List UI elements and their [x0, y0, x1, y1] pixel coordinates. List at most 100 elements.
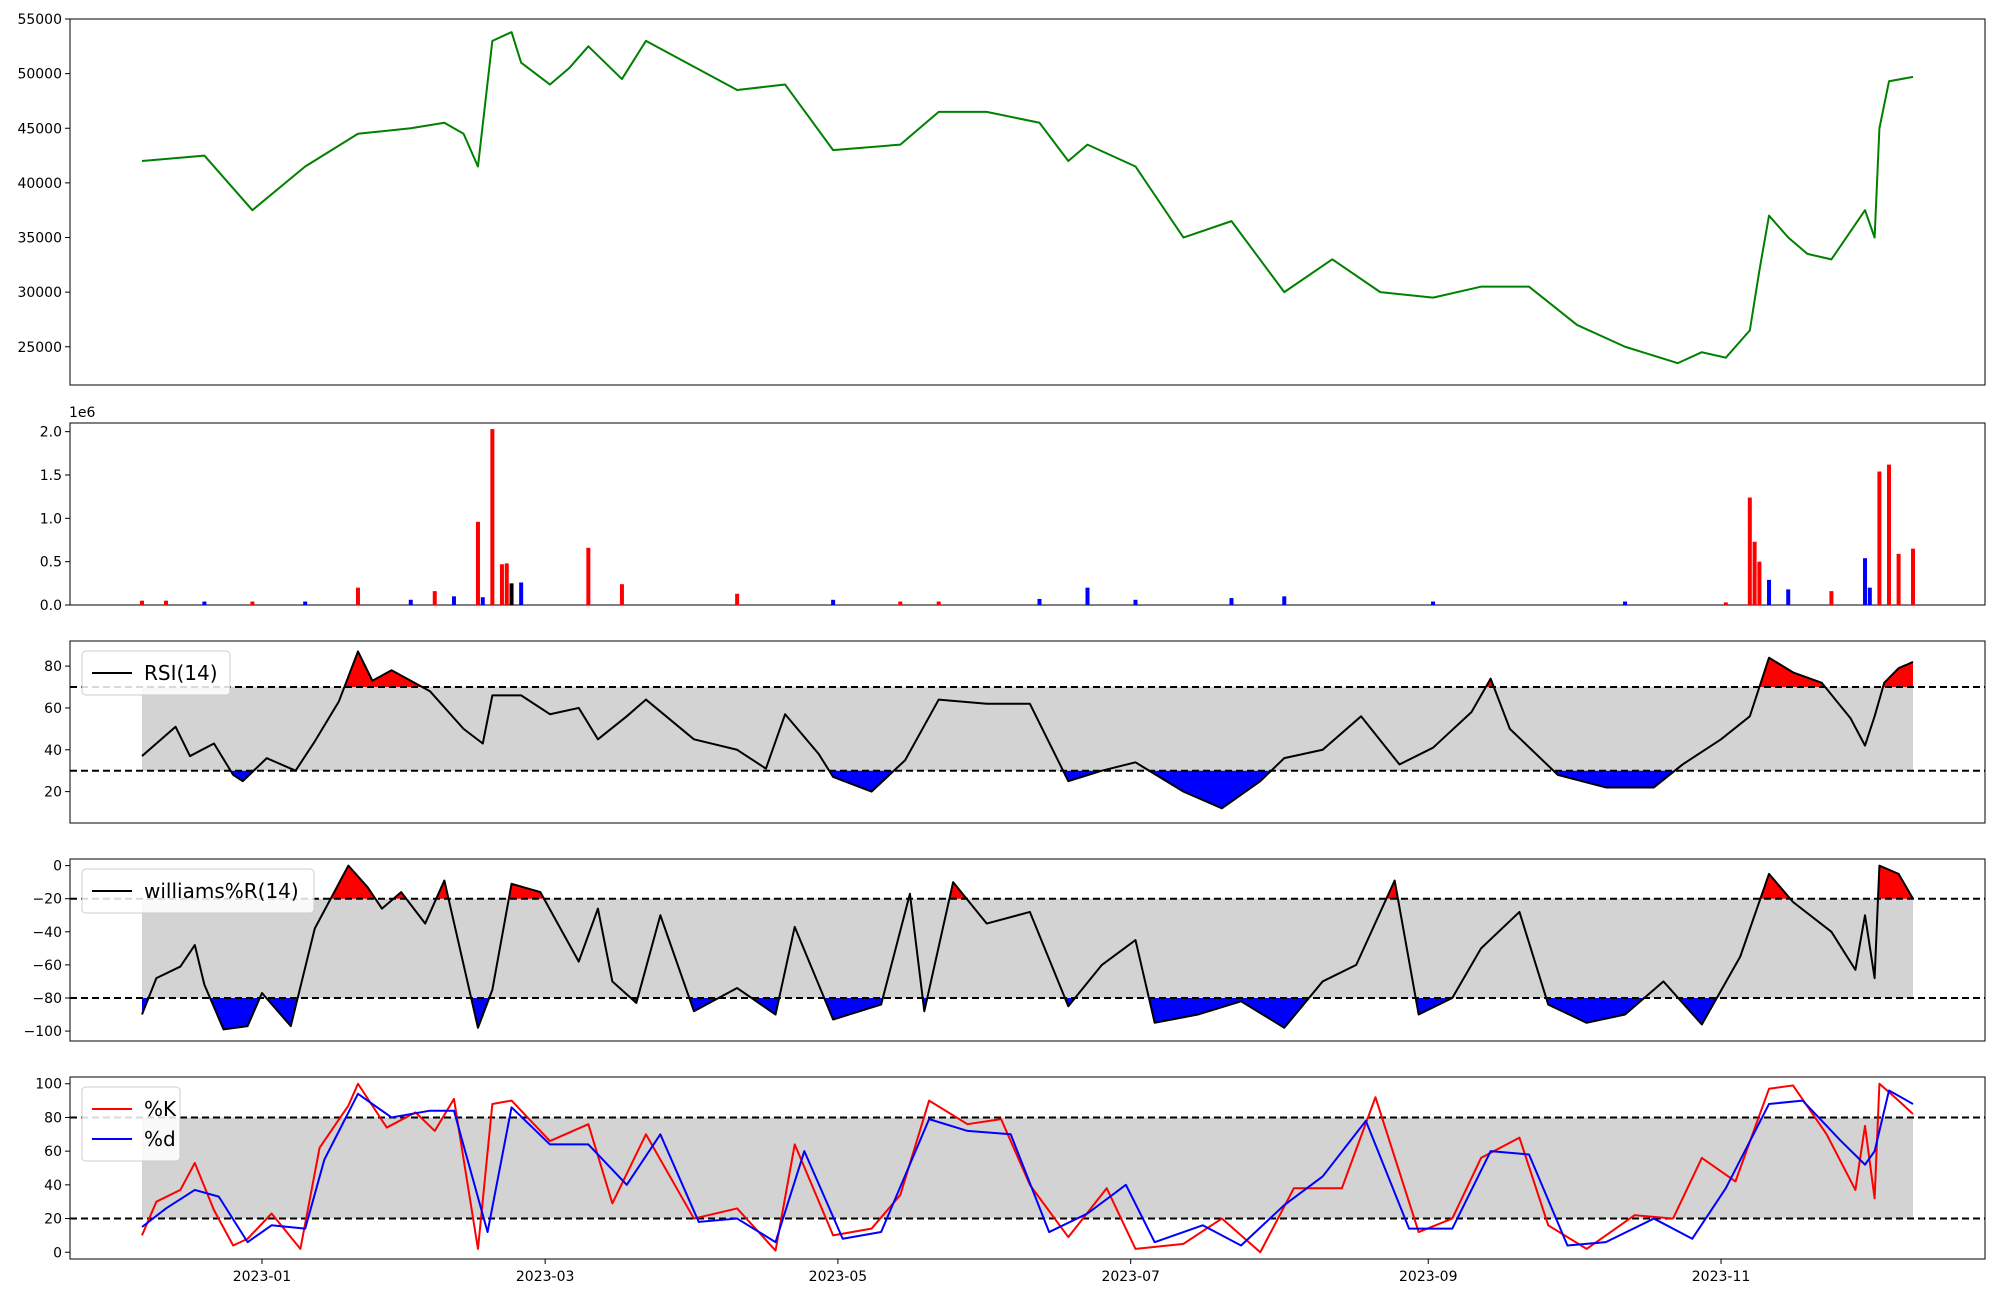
williams-legend [81, 868, 315, 914]
volume-bar [1133, 599, 1138, 605]
volume-bar [509, 583, 514, 605]
stochastic-band [141, 1117, 1914, 1219]
rsi-ytick-label: 20 [44, 785, 62, 801]
stochastic-panel: 0 20 40 60 80 100 %K %d [35, 1076, 1986, 1261]
williams-series-line [141, 864, 1914, 1031]
volume-bar [1037, 598, 1042, 605]
volume-bar [1282, 596, 1287, 605]
volume-bar [499, 564, 504, 605]
volume-bar [432, 591, 437, 605]
price-frame [69, 18, 1986, 386]
williams-overbought-area [508, 883, 545, 899]
volume-bar [490, 429, 495, 605]
williams-ytick-label: 0 [53, 859, 62, 875]
volume-bar [163, 600, 168, 605]
volume-bar [1229, 598, 1234, 605]
volume-bar [303, 601, 308, 605]
volume-ytick-label: 0.0 [40, 598, 62, 614]
stochastic-series-line [141, 1089, 1914, 1247]
volume-bar [451, 596, 456, 605]
volume-ytick-label: 2.0 [40, 425, 62, 441]
rsi-ytick-label: 80 [44, 659, 62, 675]
volume-bar [1723, 602, 1728, 605]
stochastic-legend-label: %d [144, 1127, 176, 1151]
rsi-ytick-label: 60 [44, 701, 62, 717]
rsi-legend-label: RSI(14) [144, 661, 218, 685]
williams-overbought-area [330, 865, 376, 899]
x-axis-ticks: 2023-01 2023-03 2023-05 2023-07 2023-09 2023-… [233, 1259, 1750, 1285]
volume-bar [250, 601, 255, 605]
volume-bar [586, 547, 591, 605]
x-tick-label: 2023-09 [1399, 1269, 1458, 1285]
x-tick-label: 2023-07 [1101, 1269, 1160, 1285]
volume-bar [1863, 558, 1868, 605]
volume-bar [1896, 553, 1901, 605]
volume-bar [475, 521, 480, 605]
williams-oversold-area [1148, 997, 1309, 1028]
price-line [141, 31, 1914, 365]
rsi-overbought-area [344, 651, 423, 688]
price-ytick-label: 40000 [17, 176, 62, 192]
volume-bar [1431, 601, 1436, 605]
volume-bar [1757, 561, 1762, 605]
stochastic-ytick-label: 40 [44, 1178, 62, 1194]
williams-ytick-label: −80 [32, 991, 62, 1007]
price-ytick-label: 45000 [17, 121, 62, 137]
volume-offset-label: 1e6 [69, 405, 96, 421]
stochastic-ytick-label: 60 [44, 1144, 62, 1160]
price-ytick-label: 25000 [17, 340, 62, 356]
x-tick-label: 2023-01 [233, 1269, 292, 1285]
volume-ytick-label: 1.5 [40, 468, 62, 484]
volume-bar [1752, 541, 1757, 605]
volume-bar [831, 599, 836, 605]
williams-oversold-area [266, 997, 298, 1027]
stochastic-ytick-label: 0 [53, 1245, 62, 1261]
williams-band [141, 898, 1914, 998]
rsi-series-line [141, 650, 1914, 810]
williams-ytick-label: −60 [32, 958, 62, 974]
williams-overbought-area [1878, 865, 1914, 899]
price-ytick-label: 35000 [17, 231, 62, 247]
volume-bar [735, 593, 740, 605]
volume-ytick-label: 0.5 [40, 555, 62, 571]
rsi-band [141, 687, 1914, 771]
stochastic-legend [81, 1086, 181, 1162]
williams-legend-label: williams%R(14) [144, 879, 299, 903]
rsi-overbought-area [1883, 661, 1914, 688]
williams-oversold-area [1678, 997, 1717, 1025]
stochastic-frame [69, 1076, 1986, 1260]
volume-bar [1623, 601, 1628, 605]
stochastic-legend-label: %K [144, 1097, 177, 1121]
rsi-oversold-area [1553, 770, 1675, 788]
williams-ytick-label: −100 [24, 1024, 62, 1040]
williams-oversold-area [210, 997, 260, 1030]
stochastic-ytick-label: 80 [44, 1110, 62, 1126]
volume-bar [1911, 548, 1916, 605]
volume-bar [139, 600, 144, 605]
x-tick-label: 2023-05 [809, 1269, 868, 1285]
volume-bar [480, 597, 485, 605]
volume-bar [898, 601, 903, 605]
volume-bar [1877, 471, 1882, 605]
price-panel: 25000 30000 35000 40000 45000 50000 55000 [17, 12, 1986, 386]
volume-bar [519, 582, 524, 605]
volume-bar [1887, 464, 1892, 605]
volume-ytick-label: 1.0 [40, 511, 62, 527]
rsi-ytick-label: 40 [44, 743, 62, 759]
williams-frame [69, 858, 1986, 1042]
volume-bar [504, 563, 509, 605]
volume-bar [202, 601, 207, 605]
stochastic-ytick-label: 20 [44, 1212, 62, 1228]
price-ytick-label: 30000 [17, 285, 62, 301]
rsi-frame [69, 640, 1986, 824]
price-ytick-label: 55000 [17, 12, 62, 28]
stochastic-ytick-label: 100 [35, 1077, 62, 1093]
volume-bar [1747, 497, 1752, 605]
stochastic-series-line [141, 1082, 1914, 1254]
williams-panel: −100 −80 −60 −40 −20 0 williams%R(14) [24, 858, 1986, 1042]
williams-oversold-area [824, 997, 883, 1020]
rsi-panel: 20 40 60 80 RSI(14) [44, 640, 1986, 824]
williams-oversold-area [1546, 997, 1645, 1023]
